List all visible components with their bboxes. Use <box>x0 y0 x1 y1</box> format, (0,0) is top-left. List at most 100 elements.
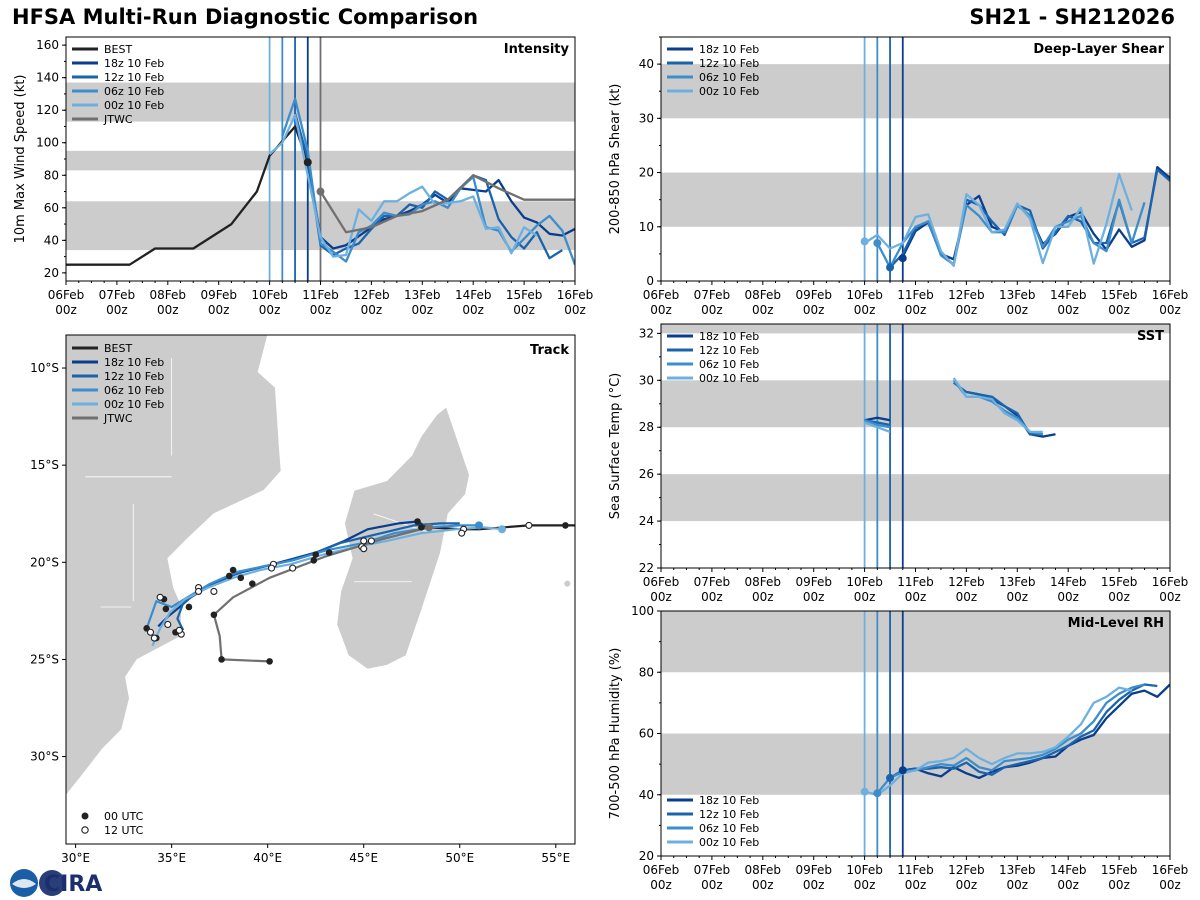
y-tick-label: 140 <box>36 71 59 85</box>
land-mauritius <box>601 565 607 571</box>
legend-label: 00 UTC <box>104 810 144 823</box>
y-axis-label: 700-500 hPa Humidity (%) <box>608 648 623 820</box>
x-tick-hour: 00z <box>905 878 927 892</box>
x-tick-hour: 00z <box>1108 303 1130 317</box>
logo-text: CIRA <box>44 872 102 897</box>
x-tick-day: 09Feb <box>795 863 832 877</box>
x-tick-day: 16Feb <box>557 288 594 302</box>
x-tick-day: 11Feb <box>897 863 934 877</box>
y-tick-label: 100 <box>36 136 59 150</box>
plot-area <box>661 611 1170 856</box>
legend-label: 00z 10 Feb <box>699 836 759 849</box>
x-tick-day: 13Feb <box>404 288 441 302</box>
point-12utc <box>146 628 155 636</box>
legend-label: 12 UTC <box>104 824 144 837</box>
axes-frame <box>65 334 576 845</box>
land-africa <box>66 335 282 806</box>
y-tick-label: 80 <box>44 168 59 182</box>
x-tick-day: 13Feb <box>999 288 1036 302</box>
legend-label: 00z 10 Feb <box>699 372 759 385</box>
x-tick-day: 07Feb <box>694 288 731 302</box>
x-tick-hour: 00z <box>106 303 128 317</box>
x-tick-day: 07Feb <box>99 288 136 302</box>
legend-label: 18z 10 Feb <box>104 356 164 369</box>
x-tick-hour: 00z <box>854 590 876 604</box>
point-00utc <box>310 557 318 564</box>
plot-area <box>66 37 575 281</box>
y-axis-label: 200-850 hPa Shear (kt) <box>608 84 623 235</box>
panel-intensity: 2040608010012014016006Feb00z07Feb00z08Fe… <box>13 36 594 317</box>
panel-title: Track <box>530 343 569 358</box>
lon-tick-label: 50°E <box>445 851 474 865</box>
shading-band <box>661 733 1170 795</box>
y-tick-label: 160 <box>36 38 59 52</box>
lat-tick-label: 30°S <box>30 750 59 764</box>
x-tick-hour: 00z <box>701 590 723 604</box>
x-tick-hour: 00z <box>701 303 723 317</box>
y-tick-label: 60 <box>639 727 654 741</box>
init-marker <box>898 254 907 263</box>
x-tick-hour: 00z <box>1108 590 1130 604</box>
shading-band <box>661 380 1170 428</box>
legend-label: JTWC <box>103 113 133 126</box>
x-tick-day: 10Feb <box>846 288 883 302</box>
legend-label: 12z 10 Feb <box>104 71 164 84</box>
x-tick-hour: 00z <box>513 303 535 317</box>
point-12utc <box>164 620 172 629</box>
x-tick-day: 06Feb <box>643 863 680 877</box>
y-tick-label: 60 <box>44 201 59 215</box>
x-tick-day: 15Feb <box>1101 863 1138 877</box>
x-tick-hour: 00z <box>650 590 672 604</box>
panel-rh: 2040608010006Feb00z07Feb00z08Feb00z09Feb… <box>608 604 1188 892</box>
init-marker <box>873 789 882 798</box>
point-12utc <box>210 587 218 595</box>
x-tick-hour: 00z <box>905 590 927 604</box>
point-00utc <box>229 566 237 574</box>
y-tick-label: 80 <box>639 665 654 679</box>
init-marker <box>886 773 895 782</box>
y-tick-label: 30 <box>639 111 654 125</box>
x-tick-day: 06Feb <box>643 575 680 589</box>
shading-band <box>661 611 1170 673</box>
x-tick-hour: 00z <box>1108 878 1130 892</box>
x-tick-day: 09Feb <box>200 288 237 302</box>
x-tick-day: 08Feb <box>150 288 187 302</box>
panel-title: SST <box>1137 329 1164 344</box>
y-tick-label: 24 <box>639 514 654 528</box>
init-marker <box>303 158 312 167</box>
series-line-12z <box>889 683 1158 779</box>
init-marker <box>898 766 907 775</box>
point-00utc <box>312 551 319 558</box>
plot-area <box>661 37 1170 281</box>
x-tick-hour: 00z <box>1057 878 1079 892</box>
point-00utc <box>218 656 225 663</box>
series-line-00z <box>863 173 1133 267</box>
x-tick-hour: 00z <box>208 303 230 317</box>
point-12utc <box>267 564 276 572</box>
point-00utc <box>185 603 193 611</box>
x-tick-day: 13Feb <box>999 863 1036 877</box>
track-line <box>151 526 505 647</box>
track-init-marker <box>474 521 483 530</box>
x-tick-hour: 00z <box>650 878 672 892</box>
y-tick-label: 28 <box>639 420 654 434</box>
init-marker <box>873 239 882 248</box>
init-marker <box>860 787 869 796</box>
point-00utc <box>562 522 569 529</box>
x-tick-hour: 00z <box>1159 303 1181 317</box>
point-12utc <box>194 587 203 595</box>
x-tick-hour: 00z <box>956 303 978 317</box>
x-tick-hour: 00z <box>752 878 774 892</box>
point-00utc <box>418 524 425 531</box>
shading-band <box>661 474 1170 522</box>
x-tick-hour: 00z <box>905 303 927 317</box>
x-tick-day: 14Feb <box>1050 863 1087 877</box>
x-tick-hour: 00z <box>310 303 332 317</box>
x-tick-day: 14Feb <box>1050 575 1087 589</box>
legend-label: 18z 10 Feb <box>104 57 164 70</box>
x-tick-hour: 00z <box>564 303 586 317</box>
x-tick-hour: 00z <box>650 303 672 317</box>
x-tick-day: 06Feb <box>643 288 680 302</box>
lon-tick-label: 30°E <box>61 851 90 865</box>
series-line-BEST <box>66 125 309 266</box>
